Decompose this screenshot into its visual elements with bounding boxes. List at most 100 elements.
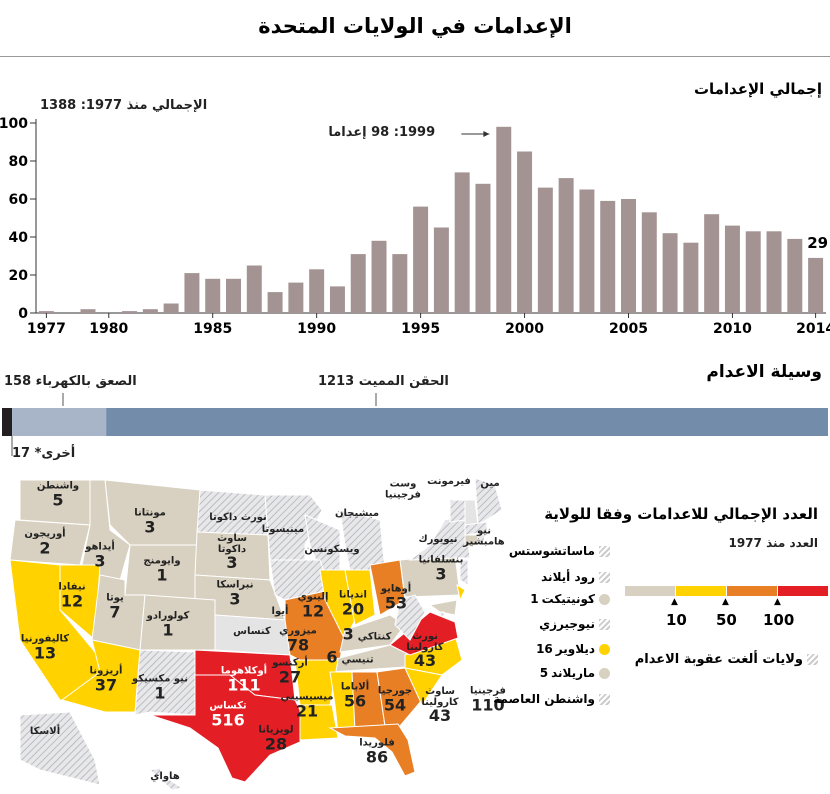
state-name: كولورادو: [146, 610, 190, 622]
state-shape[interactable]: [134, 649, 196, 716]
bar-1993: [371, 240, 387, 313]
state-label: نيويورك: [418, 534, 457, 546]
state-name: مينيسوتا: [261, 523, 305, 535]
x-tick-label: 1985: [193, 321, 232, 337]
state-name: نورث كارولينا: [406, 631, 444, 653]
callout-name: رود أيلاند: [541, 570, 595, 584]
state-shape[interactable]: [344, 569, 376, 626]
hatch-swatch-icon: [807, 654, 818, 665]
state-value: 3: [229, 588, 241, 608]
state-shape[interactable]: [299, 704, 339, 741]
state-label: كنساس: [233, 626, 271, 638]
bar-2005: [621, 199, 636, 313]
callout-5: ماريلاند5: [470, 666, 610, 680]
tick-marker: ▲: [774, 597, 781, 607]
state-name: ألاباما: [340, 681, 370, 693]
map-subtitle: العدد منذ 1977: [728, 536, 818, 550]
state-name: هاواي: [150, 770, 180, 782]
bar-2003: [579, 189, 595, 313]
page-title: الإعدامات في الولايات المتحدة: [258, 14, 572, 38]
hatch-swatch-icon: [599, 572, 610, 583]
state-label: تنيسي6: [324, 647, 375, 667]
state-value: 5: [52, 489, 64, 509]
state-shape[interactable]: [148, 767, 184, 791]
state-shape[interactable]: [464, 521, 488, 536]
state-value: 13: [33, 642, 57, 662]
state-value: 1: [162, 619, 174, 639]
state-label: وست فرجينيا: [374, 479, 432, 501]
state-shape[interactable]: [389, 611, 459, 656]
state-shape[interactable]: [404, 667, 443, 707]
peak-arrow-icon: [483, 131, 490, 137]
state-shape[interactable]: [79, 479, 131, 581]
callout-0: ماساتشوستس: [470, 544, 610, 558]
state-value: 20: [341, 598, 365, 618]
method-segment-1: [12, 408, 107, 436]
state-shape[interactable]: [149, 674, 306, 783]
bar-2007: [662, 233, 678, 313]
state-label: إلينوي 12: [298, 592, 329, 619]
bar-1982: [142, 309, 158, 313]
bar-1994: [392, 254, 408, 313]
state-shape[interactable]: [459, 559, 469, 586]
state-label: بنسلفانيا 3: [419, 555, 464, 582]
other-label: أخرى* 17: [12, 446, 76, 461]
bar-2006: [641, 212, 657, 313]
state-shape[interactable]: [439, 611, 445, 617]
state-value: 6: [326, 647, 338, 667]
bar-1997: [454, 172, 470, 313]
state-value: 86: [365, 746, 389, 766]
bar-1999: [496, 126, 512, 313]
state-shape[interactable]: [394, 594, 426, 641]
tick-marker: ▲: [671, 597, 678, 607]
state-shape[interactable]: [456, 583, 466, 602]
state-value: 7: [109, 601, 121, 621]
state-name: يوتا: [106, 592, 124, 604]
map-title: العدد الإجمالي للاعدامات وفقا للولاية: [544, 505, 818, 523]
state-shape[interactable]: [376, 667, 423, 727]
state-label: فرجينيا 110: [470, 686, 506, 713]
state-name: أوريجون: [24, 528, 66, 540]
bar-1998: [475, 183, 491, 313]
state-shape[interactable]: [369, 559, 406, 616]
method-segment-2: [106, 408, 829, 436]
hatch-swatch-icon: [599, 694, 610, 705]
state-label: أركنسو 27: [272, 658, 308, 685]
state-shape[interactable]: [328, 723, 416, 777]
state-name: كنتاكي: [357, 631, 392, 643]
state-label: أوهايو 53: [381, 584, 411, 611]
state-name: نبراسكا: [216, 579, 254, 591]
scale-tick-50: 50: [716, 611, 737, 629]
state-shape[interactable]: [428, 599, 458, 616]
bar-1979: [80, 309, 96, 313]
x-tick-label: 2005: [609, 321, 648, 337]
state-label: ميسيسيبي 21: [281, 692, 334, 719]
state-name: واشنطن: [36, 480, 80, 492]
abolished-legend: ولايات ألغت عقوبة الاعدام: [635, 652, 818, 667]
state-shape[interactable]: [474, 477, 503, 526]
color-dot-icon: [599, 644, 610, 655]
callout-name: نيوجيرزي: [539, 617, 595, 631]
bar-1992: [350, 254, 366, 313]
method-stacked-bar: [2, 393, 829, 456]
state-name: نيو مكسيكو: [132, 673, 188, 685]
state-name: ميزوري: [279, 625, 317, 637]
state-shape[interactable]: [339, 614, 406, 653]
tick-marker: ▲: [722, 597, 729, 607]
state-shape[interactable]: [19, 711, 101, 786]
state-shape[interactable]: [464, 534, 479, 548]
bar-2002: [558, 178, 574, 313]
state-value: 56: [343, 690, 367, 710]
state-name: أريزونا: [89, 665, 123, 677]
bar-2014: [808, 257, 824, 313]
state-name: وايومنج: [143, 555, 181, 567]
y-tick-label: 20: [9, 268, 29, 284]
state-label: ساوث داكوتا 3: [203, 533, 261, 572]
state-label: هاواي: [150, 770, 180, 783]
state-name: فيرمونت: [427, 475, 471, 487]
state-name: فلوريدا: [359, 737, 395, 749]
state-name: انديانا: [339, 589, 367, 601]
state-shape[interactable]: [139, 594, 216, 651]
state-value: 110: [471, 694, 505, 714]
callout-value: 5: [539, 666, 549, 680]
